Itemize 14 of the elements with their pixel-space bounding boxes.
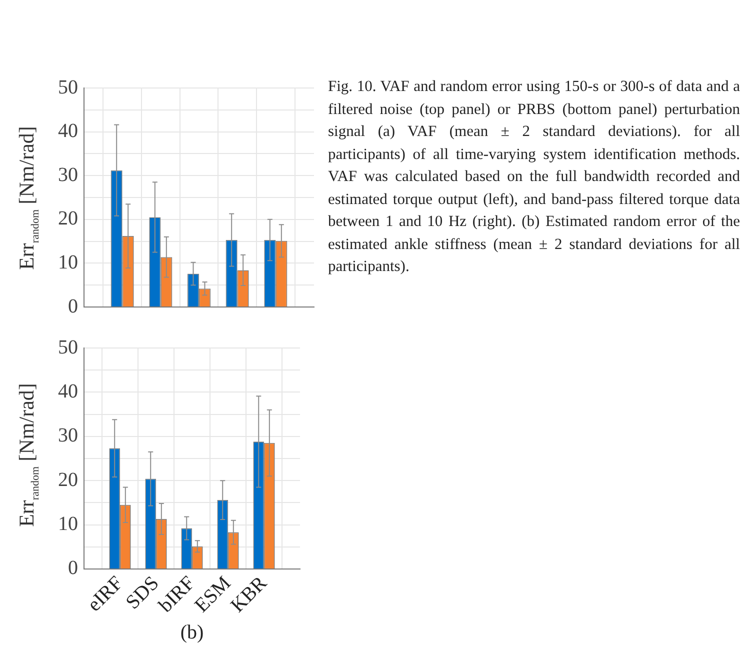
y-tick-label: 20 — [58, 468, 78, 491]
y-tick-label: 30 — [58, 164, 78, 186]
x-axis-title: (b) — [180, 621, 204, 644]
y-tick-label: 10 — [58, 251, 78, 274]
y-tick-label: 0 — [68, 557, 78, 580]
y-tick-label: 40 — [58, 380, 78, 402]
text: Fig. 10. VAF and random error using 150-s or 300-s of data and a filtered noise (top panel) or PRBS (bottom panel) perturbation signal (a) VAF (mean ± 2 standard deviations). for all participants) of all time-varying system identification methods. VAF was calculated based on the full bandwidth recorded and estimated torque output (left), and band-pass filtered torque data between 1 and 10 Hz (right). (b) Estimated random error of the estimated ankle stiffness (mean ± 2 standard deviations for all participants). — [328, 78, 740, 275]
y-tick-label: 0 — [68, 295, 78, 318]
y-tick-label: 50 — [58, 336, 78, 358]
y-tick-label: 30 — [58, 424, 78, 447]
y-tick-label: 20 — [58, 208, 78, 230]
y-tick-label: 40 — [58, 120, 78, 142]
y-tick-label: 50 — [58, 76, 78, 98]
y-tick-label: 10 — [58, 513, 78, 536]
